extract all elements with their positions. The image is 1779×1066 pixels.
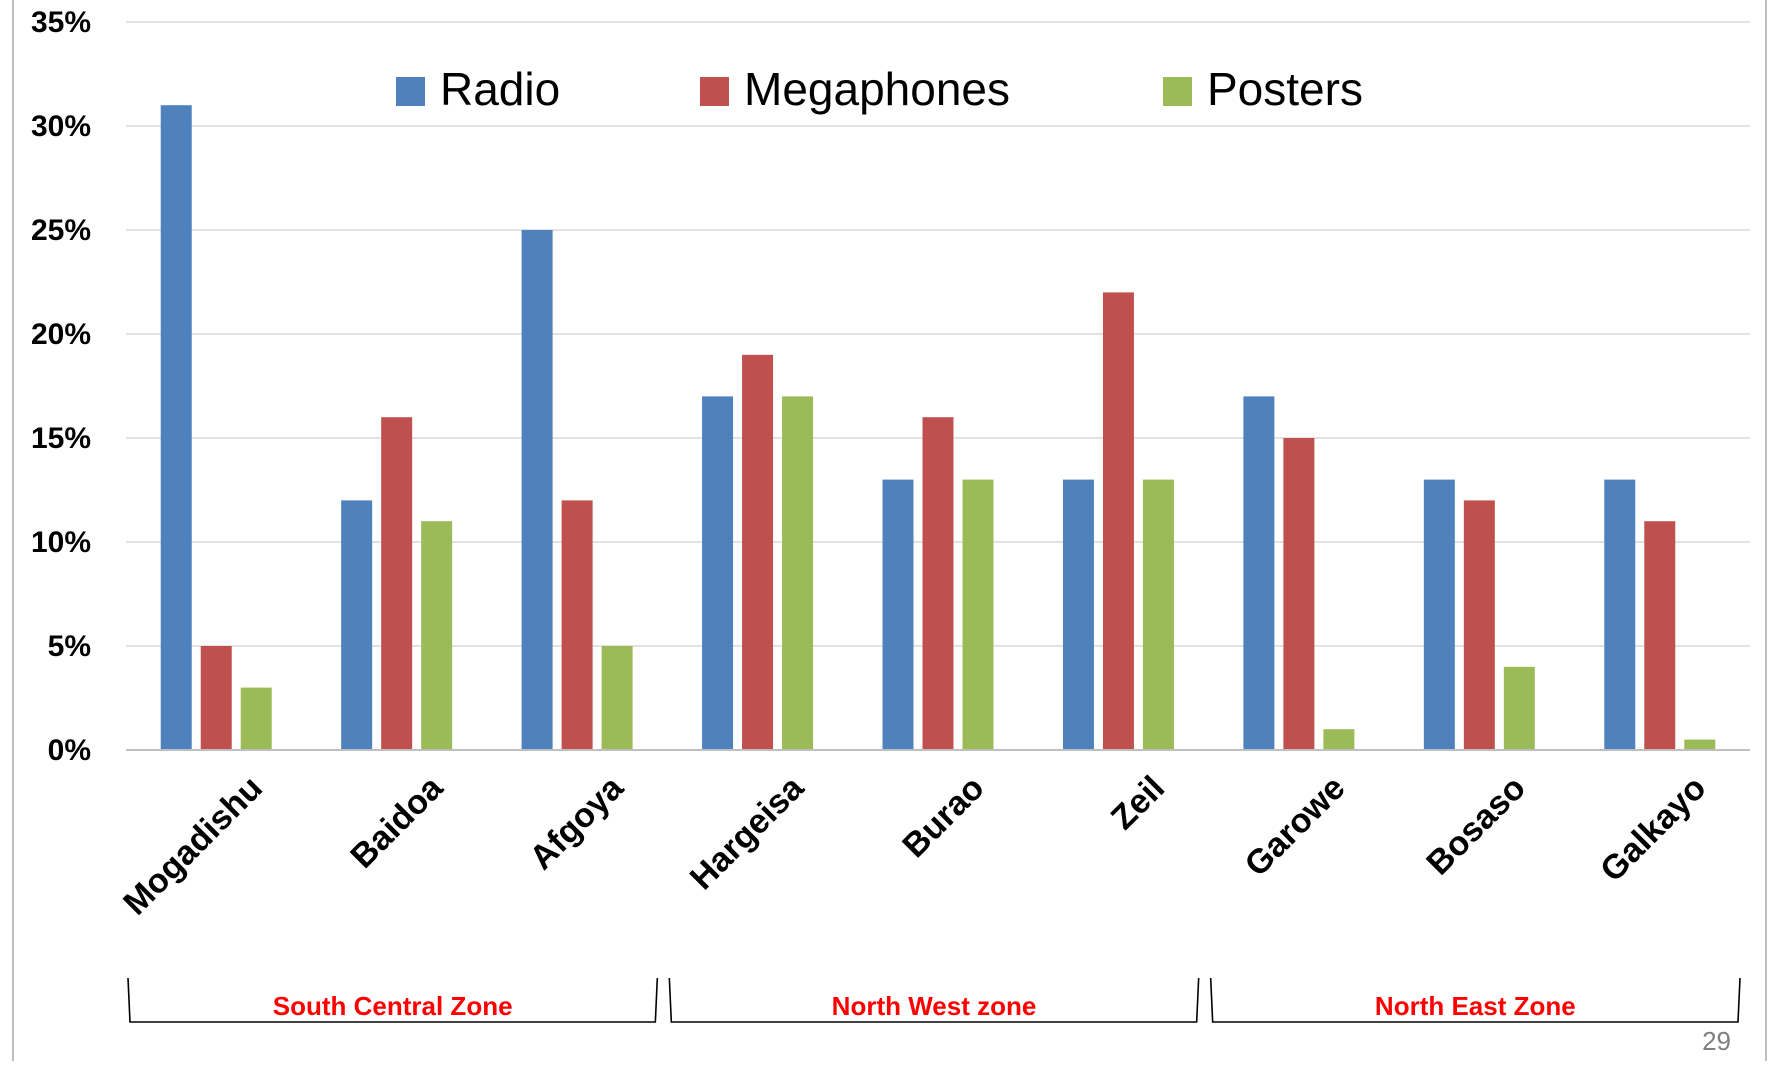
y-axis-tick-labels: 0% 5% 10% 15% 20% 25% 30% 35%	[31, 6, 91, 767]
bar-posters-galkayo	[1684, 739, 1716, 750]
x-tick-label: Zeil	[1104, 769, 1172, 837]
y-tick-label: 5%	[48, 630, 91, 663]
x-tick-label: Mogadishu	[116, 769, 270, 923]
bar-megaphones-burao	[922, 417, 954, 750]
x-tick-label: Galkayo	[1593, 769, 1713, 889]
zone-label: North West zone	[832, 991, 1037, 1021]
y-tick-label: 25%	[31, 214, 91, 247]
bar-posters-garowe	[1323, 729, 1355, 750]
bar-radio-bosaso	[1423, 479, 1455, 750]
zone-bracket	[668, 977, 1200, 1023]
bar-megaphones-hargeisa	[742, 354, 774, 750]
bar-megaphones-mogadishu	[200, 646, 232, 750]
bars	[160, 105, 1716, 750]
bar-posters-bosaso	[1503, 666, 1535, 750]
legend-swatch-posters	[1163, 77, 1192, 106]
x-tick-label: Burao	[895, 769, 991, 865]
bar-radio-baidoa	[341, 500, 373, 750]
bar-megaphones-baidoa	[381, 417, 413, 750]
bar-radio-mogadishu	[160, 105, 192, 750]
y-tick-label: 10%	[31, 526, 91, 559]
bar-megaphones-garowe	[1283, 438, 1315, 750]
bar-radio-zeil	[1062, 479, 1094, 750]
x-axis-category-labels: Mogadishu Baidoa Afgoya Hargeisa Burao Zeil Ga…	[116, 768, 1713, 923]
bar-posters-baidoa	[421, 521, 453, 750]
bar-megaphones-afgoya	[561, 500, 593, 750]
bar-radio-galkayo	[1604, 479, 1636, 750]
y-tick-label: 20%	[31, 318, 91, 351]
slide-left-border	[12, 0, 14, 1061]
bar-posters-mogadishu	[240, 687, 272, 750]
y-tick-label: 35%	[31, 6, 91, 39]
bar-megaphones-zeil	[1102, 292, 1134, 750]
legend-label-posters: Posters	[1207, 63, 1363, 115]
y-tick-label: 0%	[48, 734, 91, 767]
bar-posters-burao	[962, 479, 994, 750]
zone-groups: South Central Zone North West zone North E…	[127, 977, 1741, 1023]
y-tick-label: 30%	[31, 110, 91, 143]
x-tick-label: Afgoya	[522, 768, 631, 877]
zone-label: North East Zone	[1375, 991, 1576, 1021]
bar-radio-hargeisa	[702, 396, 734, 750]
bar-megaphones-bosaso	[1463, 500, 1495, 750]
y-tick-label: 15%	[31, 422, 91, 455]
zone-bracket	[1209, 977, 1741, 1023]
legend-label-radio: Radio	[440, 63, 560, 115]
slide-right-border	[1765, 0, 1767, 1061]
bar-radio-burao	[882, 479, 914, 750]
page-number: 29	[1702, 1026, 1731, 1056]
bar-megaphones-galkayo	[1644, 521, 1676, 750]
zone-label: South Central Zone	[273, 991, 513, 1021]
bar-radio-afgoya	[521, 230, 553, 750]
legend-swatch-megaphones	[700, 77, 729, 106]
x-tick-label: Baidoa	[343, 768, 451, 876]
bar-posters-hargeisa	[782, 396, 814, 750]
legend-swatch-radio	[396, 77, 425, 106]
legend: Radio Megaphones Posters	[396, 63, 1363, 115]
zone-bracket	[127, 977, 659, 1023]
x-tick-label: Garowe	[1237, 769, 1352, 884]
bar-posters-afgoya	[601, 646, 633, 750]
bar-posters-zeil	[1142, 479, 1174, 750]
bar-radio-garowe	[1243, 396, 1275, 750]
x-tick-label: Hargeisa	[683, 768, 812, 897]
legend-label-megaphones: Megaphones	[744, 63, 1010, 115]
x-tick-label: Bosaso	[1419, 769, 1533, 883]
